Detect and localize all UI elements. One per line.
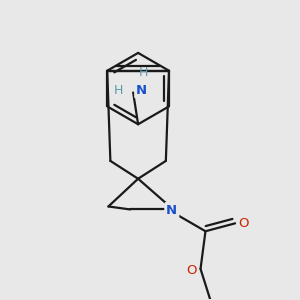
Text: N: N [166,204,177,217]
Text: H: H [114,84,123,97]
Text: N: N [136,84,147,97]
Text: H: H [138,66,148,79]
Text: O: O [186,264,197,278]
Text: O: O [238,217,248,230]
